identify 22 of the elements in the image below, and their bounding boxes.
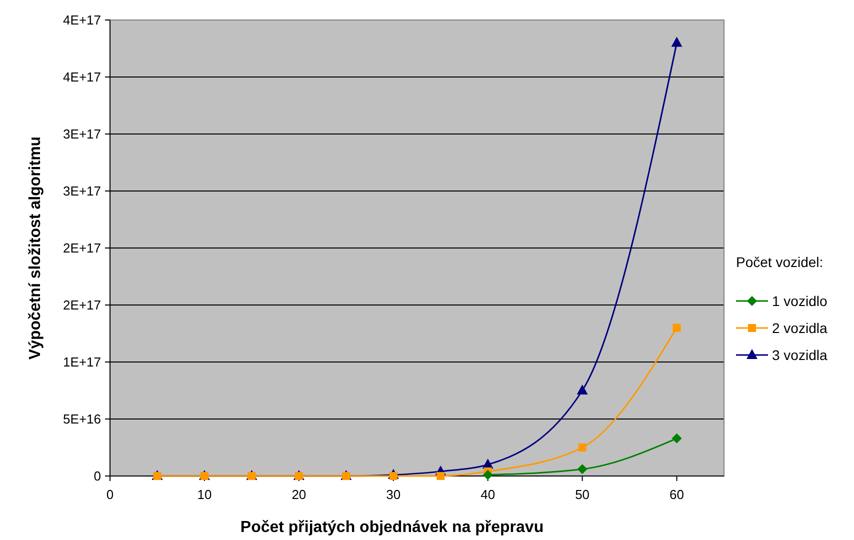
y-tick-label: 2E+17	[63, 298, 101, 313]
x-tick-label: 30	[386, 487, 401, 502]
y-tick-label: 3E+17	[63, 184, 101, 199]
x-axis-title: Počet přijatých objednávek na přepravu	[240, 519, 544, 536]
y-tick-label: 0	[94, 468, 101, 484]
x-tick-label: 0	[106, 487, 114, 502]
x-tick-label: 50	[575, 487, 590, 502]
y-tick-label: 4E+17	[63, 12, 101, 28]
legend-label: 3 vozidla	[772, 346, 828, 363]
x-tick-label: 60	[670, 487, 684, 502]
x-tick-label: 40	[480, 487, 496, 502]
y-tick-label: 5E+16	[63, 412, 101, 427]
x-tick-label: 20	[292, 487, 306, 502]
legend-label: 2 vozidla	[772, 320, 828, 336]
legend-title: Počet vozidel:	[736, 254, 824, 270]
y-tick-label: 3E+17	[63, 126, 101, 142]
y-tick-label: 1E+17	[63, 354, 101, 370]
y-tick-label: 2E+17	[63, 240, 101, 256]
y-axis-title: Výpočetní složitost algoritmu	[27, 136, 44, 360]
x-tick-label: 10	[197, 487, 212, 502]
y-tick-label: 4E+17	[63, 70, 101, 85]
legend-label: 1 vozidlo	[772, 292, 828, 309]
